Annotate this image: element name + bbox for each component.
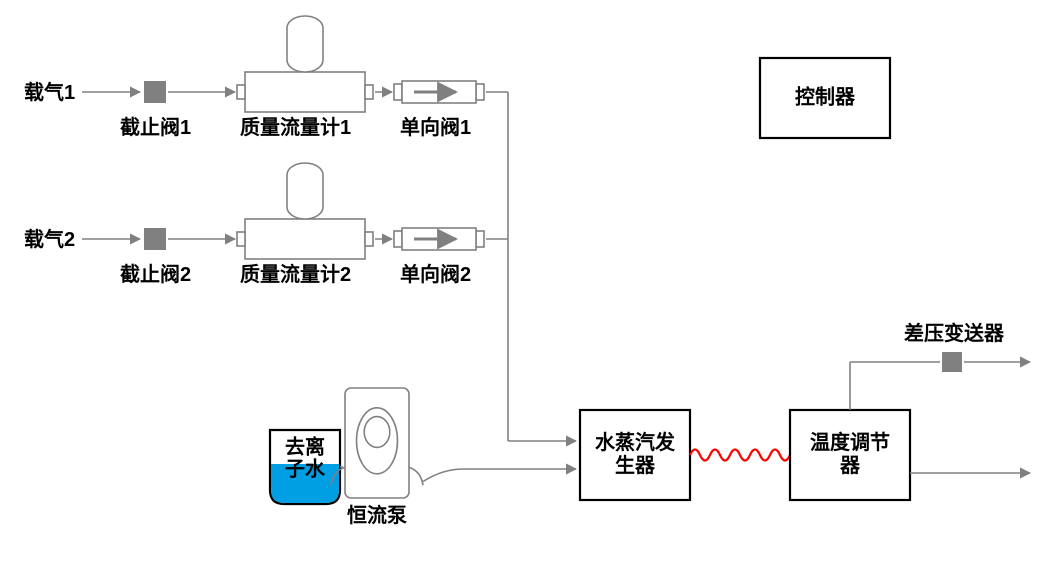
dp-label: 差压变送器 <box>904 321 1005 345</box>
svg-text:生器: 生器 <box>615 454 656 477</box>
pump <box>331 388 423 498</box>
mfc2-label: 质量流量计2 <box>240 262 351 286</box>
svg-text:水蒸汽发: 水蒸汽发 <box>595 430 676 454</box>
svg-text:控制器: 控制器 <box>795 84 856 108</box>
check-valve-1 <box>394 81 484 103</box>
svg-text:子水: 子水 <box>285 457 326 480</box>
mfc-2 <box>237 163 373 259</box>
svg-text:器: 器 <box>839 454 861 477</box>
controller-label: 控制器 <box>795 84 856 108</box>
heated-line <box>690 450 790 461</box>
check-valve-2 <box>394 228 484 250</box>
line-pump-curve <box>423 469 463 482</box>
gas2-label: 载气2 <box>24 227 75 251</box>
mfc1-label: 质量流量计1 <box>240 115 351 139</box>
svg-text:去离: 去离 <box>285 434 325 458</box>
shut-valve-2 <box>144 228 166 250</box>
shut-valve-1 <box>144 81 166 103</box>
valve1-label: 截止阀1 <box>120 115 191 139</box>
mfc-1 <box>237 16 373 112</box>
gas1-label: 载气1 <box>24 80 75 104</box>
check2-label: 单向阀2 <box>400 262 471 286</box>
valve2-label: 截止阀2 <box>120 262 191 286</box>
pump-label: 恒流泵 <box>347 503 407 527</box>
check1-label: 单向阀1 <box>400 115 471 139</box>
di-water-tank: 去离子水 <box>270 430 340 504</box>
dp-transmitter <box>942 352 962 372</box>
svg-text:温度调节: 温度调节 <box>810 430 890 454</box>
